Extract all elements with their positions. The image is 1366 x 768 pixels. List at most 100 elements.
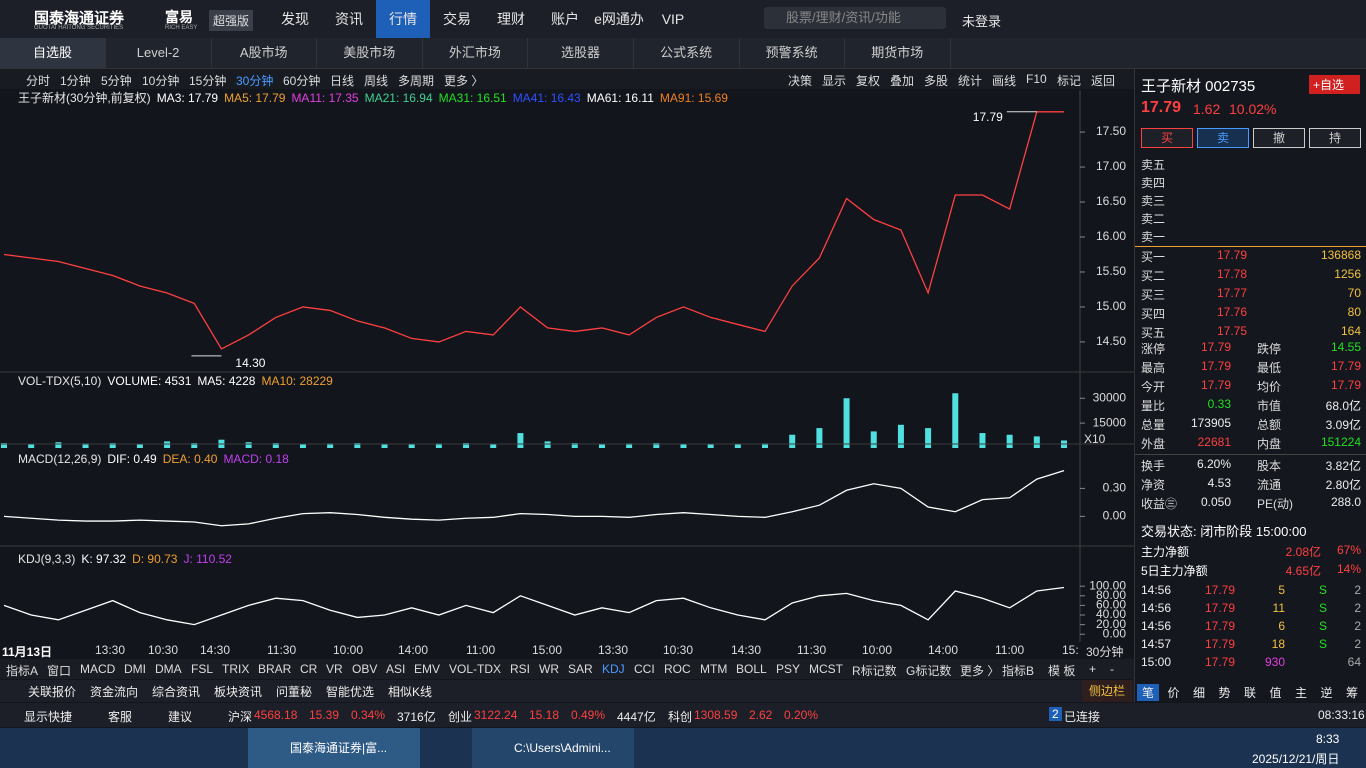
period[interactable]: 60分钟: [283, 74, 321, 88]
indicator[interactable]: BOLL: [736, 662, 767, 676]
period[interactable]: 更多 〉: [444, 74, 484, 88]
tab[interactable]: 美股市场: [317, 38, 423, 68]
tool[interactable]: 返回: [1091, 74, 1116, 88]
quick-link[interactable]: 建议: [168, 710, 193, 724]
bottom-tab[interactable]: 关联报价: [28, 685, 77, 699]
indicator[interactable]: RSI: [510, 662, 531, 676]
period[interactable]: 10分钟: [142, 74, 180, 88]
bottom-tab[interactable]: 板块资讯: [214, 685, 263, 699]
indicator[interactable]: ASI: [386, 662, 406, 676]
bid-cell: 买一: [1141, 250, 1166, 264]
indicator[interactable]: -: [1110, 662, 1114, 676]
indicator[interactable]: 指标A: [6, 664, 39, 678]
indicator[interactable]: SAR: [568, 662, 593, 676]
indicator[interactable]: BRAR: [258, 662, 292, 676]
tab[interactable]: 选股器: [528, 38, 634, 68]
menu-item[interactable]: 发现: [281, 11, 309, 27]
tab[interactable]: 期货市场: [845, 38, 951, 68]
period[interactable]: 分时: [26, 74, 51, 88]
tool[interactable]: 决策: [788, 74, 813, 88]
sidebar-button[interactable]: 侧边栏: [1082, 680, 1132, 702]
add-watch[interactable]: +自选: [1309, 75, 1361, 94]
tool[interactable]: 画线: [992, 74, 1017, 88]
side-tab[interactable]: 筹: [1345, 686, 1358, 700]
tab[interactable]: 外汇市场: [422, 38, 529, 68]
bottom-tab[interactable]: 智能优选: [326, 685, 375, 699]
period[interactable]: 15分钟: [189, 74, 227, 88]
indicator[interactable]: OBV: [352, 662, 378, 676]
bottom-tab[interactable]: 综合资讯: [152, 685, 201, 699]
login[interactable]: 未登录: [962, 14, 1002, 29]
side-tab[interactable]: 联: [1243, 686, 1256, 700]
side-tab[interactable]: 价: [1167, 686, 1180, 700]
trade-button[interactable]: 撤: [1253, 128, 1305, 148]
task-app[interactable]: C:\Users\Admini...: [472, 728, 634, 768]
period[interactable]: 1分钟: [60, 74, 91, 88]
menu-item[interactable]: VIP: [661, 11, 685, 27]
trade-button[interactable]: 卖: [1197, 128, 1249, 148]
period[interactable]: 5分钟: [101, 74, 132, 88]
menu-item[interactable]: e网通办: [594, 11, 644, 27]
period[interactable]: 多周期: [398, 74, 435, 88]
indicator[interactable]: KDJ: [602, 662, 625, 676]
period[interactable]: 周线: [364, 74, 389, 88]
trade-button[interactable]: 持: [1309, 128, 1361, 148]
indicator[interactable]: 指标B: [1002, 664, 1035, 678]
indicator[interactable]: ROC: [664, 662, 691, 676]
indicator[interactable]: VOL-TDX: [449, 662, 502, 676]
tab[interactable]: A股市场: [211, 38, 318, 68]
indicator[interactable]: +: [1089, 662, 1097, 676]
indicator[interactable]: 更多 〉: [960, 664, 1000, 678]
menu-item[interactable]: 账户: [551, 11, 579, 27]
indicator[interactable]: DMI: [124, 662, 146, 676]
bottom-tab[interactable]: 资金流向: [90, 685, 139, 699]
tab[interactable]: 自选股: [0, 38, 106, 68]
indicator[interactable]: MCST: [809, 662, 843, 676]
period[interactable]: 日线: [330, 74, 355, 88]
bottom-tab[interactable]: 问董秘: [276, 685, 313, 699]
tab[interactable]: 预警系统: [739, 38, 846, 68]
tool[interactable]: 叠加: [890, 74, 915, 88]
task-app[interactable]: 国泰海通证券|富...: [248, 728, 420, 768]
indicator[interactable]: CR: [300, 662, 318, 676]
indicator[interactable]: CCI: [634, 662, 655, 676]
tool[interactable]: 显示: [822, 74, 847, 88]
menu-item[interactable]: 理财: [497, 11, 525, 27]
quick-link[interactable]: 显示快捷: [24, 710, 73, 724]
menu-item[interactable]: 交易: [443, 11, 471, 27]
indicator[interactable]: DMA: [155, 662, 182, 676]
indicator[interactable]: R标记数: [852, 664, 897, 678]
side-tab[interactable]: 细: [1192, 686, 1205, 700]
tool[interactable]: 统计: [958, 74, 983, 88]
indicator[interactable]: VR: [326, 662, 343, 676]
quick-link[interactable]: 客服: [108, 710, 133, 724]
tab[interactable]: 公式系统: [634, 38, 740, 68]
period[interactable]: 30分钟: [236, 74, 274, 88]
tool[interactable]: 复权: [856, 74, 881, 88]
side-tab[interactable]: 逆: [1320, 686, 1333, 700]
indicator[interactable]: MACD: [80, 662, 116, 676]
side-tab[interactable]: 笔: [1137, 684, 1159, 701]
tool[interactable]: 标记: [1057, 74, 1082, 88]
indicator[interactable]: PSY: [776, 662, 801, 676]
menu-item[interactable]: 资讯: [335, 11, 363, 27]
indicator[interactable]: WR: [539, 662, 559, 676]
side-tab[interactable]: 势: [1218, 686, 1231, 700]
indicator[interactable]: EMV: [414, 662, 441, 676]
menu-item[interactable]: 行情: [376, 0, 430, 38]
indicator[interactable]: 模 板: [1048, 664, 1076, 678]
side-tab[interactable]: 值: [1269, 686, 1282, 700]
edition[interactable]: 超强版: [209, 10, 254, 31]
tab[interactable]: Level-2: [106, 38, 212, 68]
tool[interactable]: F10: [1026, 72, 1047, 86]
indicator[interactable]: MTM: [700, 662, 728, 676]
indicator[interactable]: FSL: [191, 662, 214, 676]
indicator[interactable]: G标记数: [906, 664, 952, 678]
indicator[interactable]: 窗口: [47, 664, 72, 678]
bottom-tab[interactable]: 相似K线: [388, 685, 433, 699]
tool[interactable]: 多股: [924, 74, 949, 88]
trade-button[interactable]: 买: [1141, 128, 1193, 148]
indicator[interactable]: TRIX: [222, 662, 250, 676]
search-box[interactable]: 股票/理财/资讯/功能: [764, 7, 946, 29]
side-tab[interactable]: 主: [1294, 686, 1307, 700]
